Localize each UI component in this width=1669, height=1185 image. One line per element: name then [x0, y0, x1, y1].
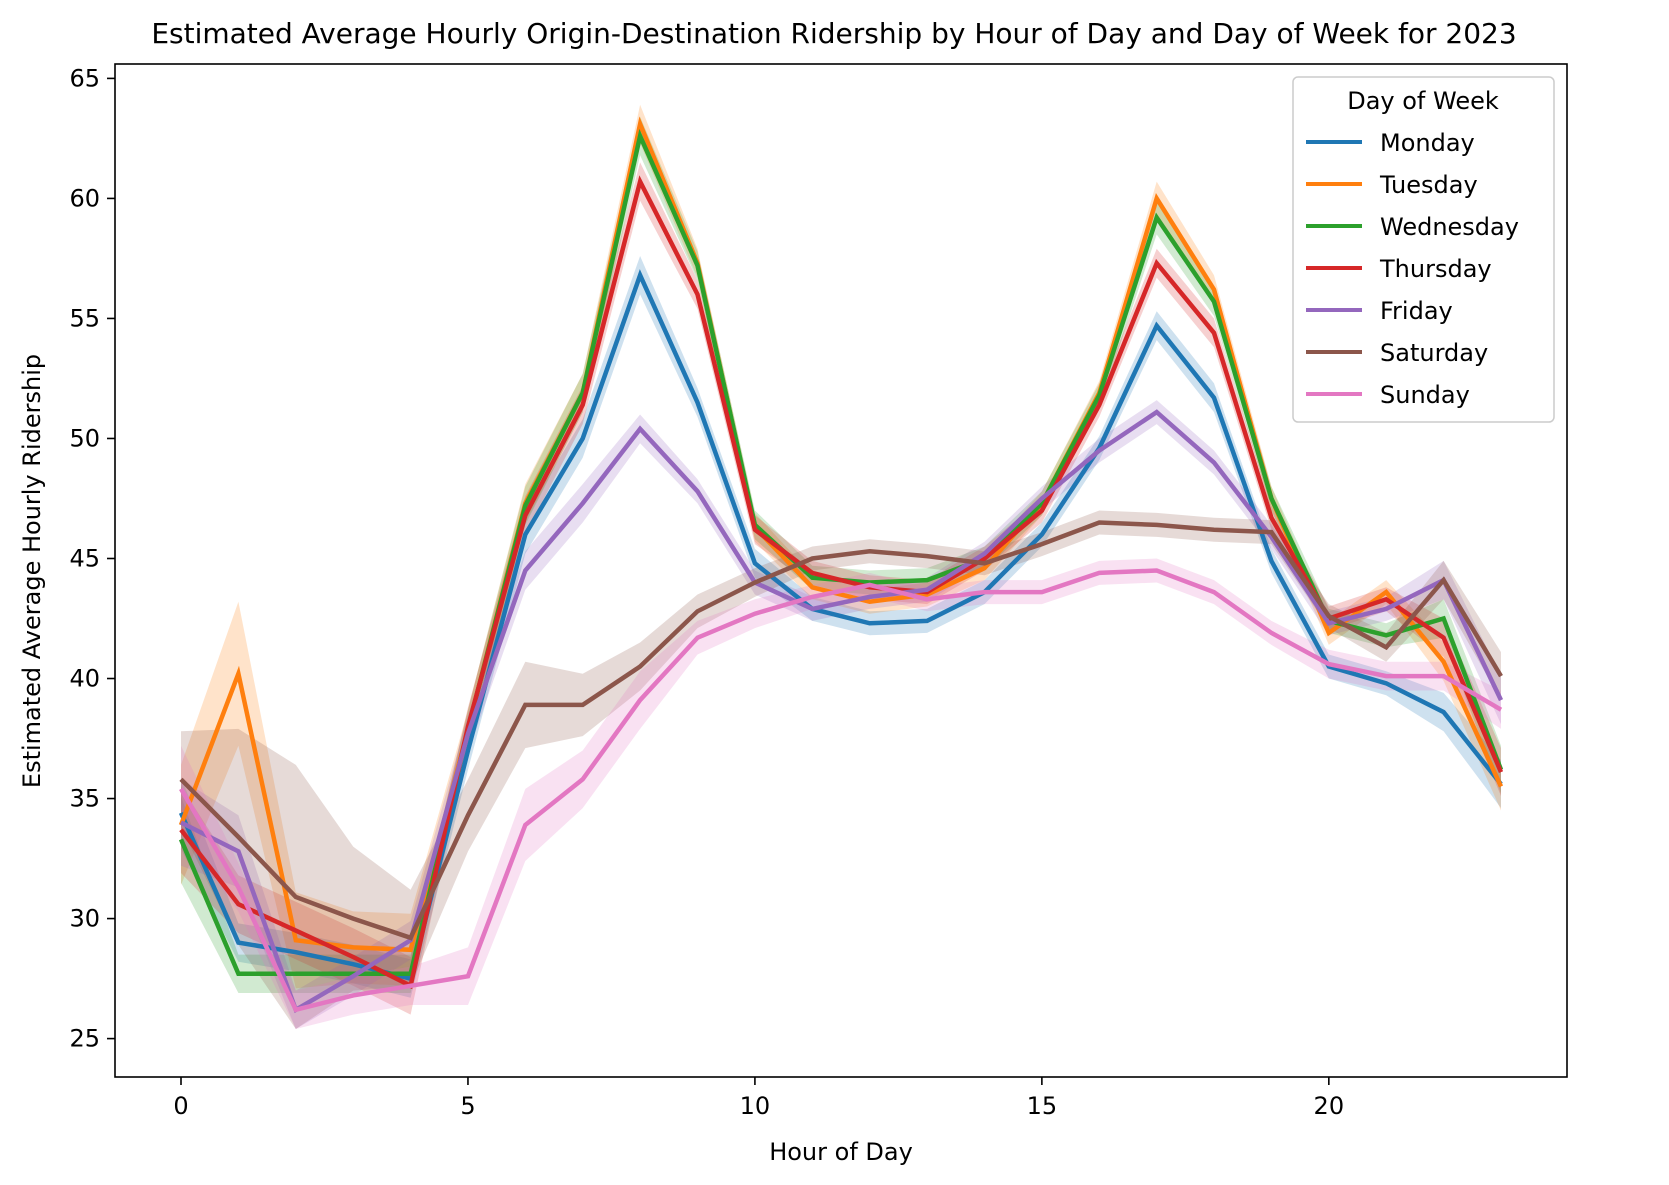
band-saturday — [181, 510, 1501, 1029]
x-tick-label: 20 — [1314, 1092, 1345, 1120]
legend-title: Day of Week — [1347, 87, 1499, 115]
x-tick-label: 15 — [1027, 1092, 1058, 1120]
band-tuesday — [181, 104, 1501, 989]
y-tick-label: 65 — [69, 64, 100, 92]
legend-label: Thursday — [1379, 255, 1492, 283]
legend-label: Wednesday — [1380, 213, 1519, 241]
y-tick-label: 40 — [69, 665, 100, 693]
line-sunday — [179, 568, 1503, 1013]
y-tick-label: 35 — [69, 785, 100, 813]
x-axis-label: Hour of Day — [769, 1138, 913, 1166]
legend-label: Friday — [1380, 297, 1453, 325]
legend-label: Sunday — [1380, 381, 1470, 409]
y-tick-label: 30 — [69, 905, 100, 933]
y-tick-label: 25 — [69, 1025, 100, 1053]
line-thursday — [179, 175, 1504, 990]
y-axis-label: Estimated Average Hourly Ridership — [18, 354, 46, 788]
x-tick-label: 0 — [173, 1092, 188, 1120]
y-tick-label: 50 — [69, 424, 100, 452]
legend-item-friday: Friday — [1306, 297, 1453, 325]
y-tick-label: 55 — [69, 304, 100, 332]
line-saturday — [179, 520, 1503, 941]
x-tick-label: 10 — [740, 1092, 771, 1120]
series-lines — [178, 116, 1504, 1014]
legend-label: Tuesday — [1379, 171, 1478, 199]
legend-label: Saturday — [1380, 339, 1488, 367]
legend-item-monday: Monday — [1306, 129, 1475, 157]
legend-entries: Monday Tuesday Wednesday Thursday Friday Satu… — [1306, 129, 1519, 409]
line-friday — [179, 409, 1504, 1014]
y-tick-label: 60 — [69, 184, 100, 212]
y-tick-label: 45 — [69, 544, 100, 572]
confidence-bands — [181, 104, 1501, 1030]
legend-box — [1292, 76, 1555, 423]
chart-title: Estimated Average Hourly Origin-Destinat… — [151, 17, 1516, 50]
band-monday — [181, 256, 1501, 998]
line-monday — [178, 269, 1503, 982]
x-axis: 0 5 10 15 20 — [173, 1077, 1344, 1120]
legend: Day of Week Monday Tuesday Wednesday Thursd… — [1292, 76, 1555, 423]
band-thursday — [181, 162, 1501, 1015]
y-axis: 25 30 35 40 45 50 55 60 65 — [69, 64, 115, 1053]
x-tick-label: 5 — [460, 1092, 475, 1120]
legend-item-tuesday: Tuesday — [1306, 171, 1478, 199]
plot-area-frame — [114, 63, 1568, 1078]
legend-item-thursday: Thursday — [1306, 255, 1492, 283]
legend-item-saturday: Saturday — [1306, 339, 1488, 367]
legend-label: Monday — [1380, 129, 1475, 157]
legend-item-sunday: Sunday — [1306, 381, 1470, 409]
legend-item-wednesday: Wednesday — [1306, 213, 1519, 241]
